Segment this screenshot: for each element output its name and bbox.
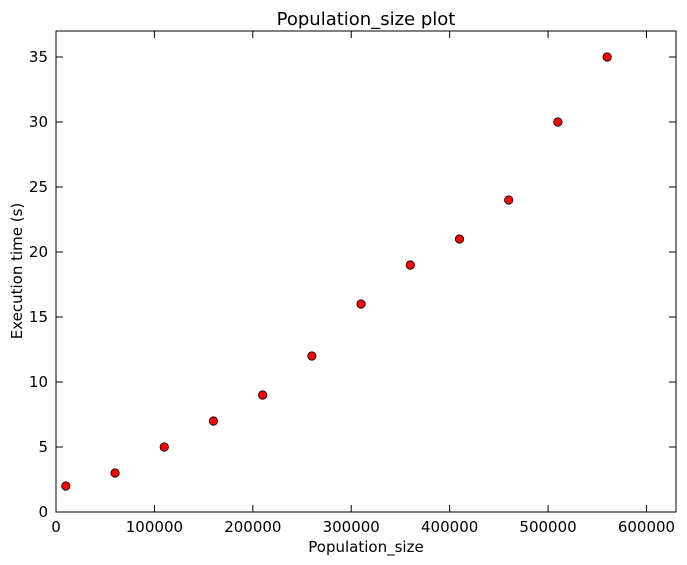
y-tick-label: 35 (29, 48, 48, 66)
data-point (159, 442, 169, 452)
y-axis-label: Execution time (s) (8, 203, 26, 340)
x-tick-label: 600000 (618, 518, 675, 536)
data-point (307, 351, 317, 361)
y-tick-label: 10 (29, 373, 48, 391)
data-point (61, 481, 71, 491)
x-axis: 0 100000 200000 300000 400000 500000 600000 (51, 31, 675, 536)
data-series (61, 52, 612, 491)
y-tick-label: 0 (38, 503, 48, 521)
x-tick-label: 500000 (519, 518, 576, 536)
chart-title: Population_size plot (277, 9, 456, 30)
data-point (110, 468, 120, 478)
data-point (454, 234, 465, 244)
y-tick-label: 30 (29, 113, 48, 131)
y-tick-label: 15 (29, 308, 48, 326)
data-point (405, 260, 415, 270)
x-tick-label: 0 (51, 518, 61, 536)
x-tick-label: 300000 (323, 518, 380, 536)
x-tick-label: 100000 (126, 518, 183, 536)
y-tick-label: 20 (29, 243, 48, 261)
data-point (356, 299, 366, 309)
data-point (208, 416, 219, 426)
y-tick-label: 25 (29, 178, 48, 196)
x-tick-label: 200000 (224, 518, 281, 536)
data-point (602, 52, 612, 62)
data-point (258, 390, 268, 400)
x-axis-label: Population_size (308, 538, 423, 557)
plot-area-frame (55, 30, 677, 513)
y-tick-label: 5 (38, 438, 48, 456)
x-tick-label: 400000 (421, 518, 478, 536)
y-axis: 0 5 10 15 20 25 30 35 (29, 48, 676, 521)
data-point (504, 195, 514, 205)
data-point (553, 117, 563, 127)
